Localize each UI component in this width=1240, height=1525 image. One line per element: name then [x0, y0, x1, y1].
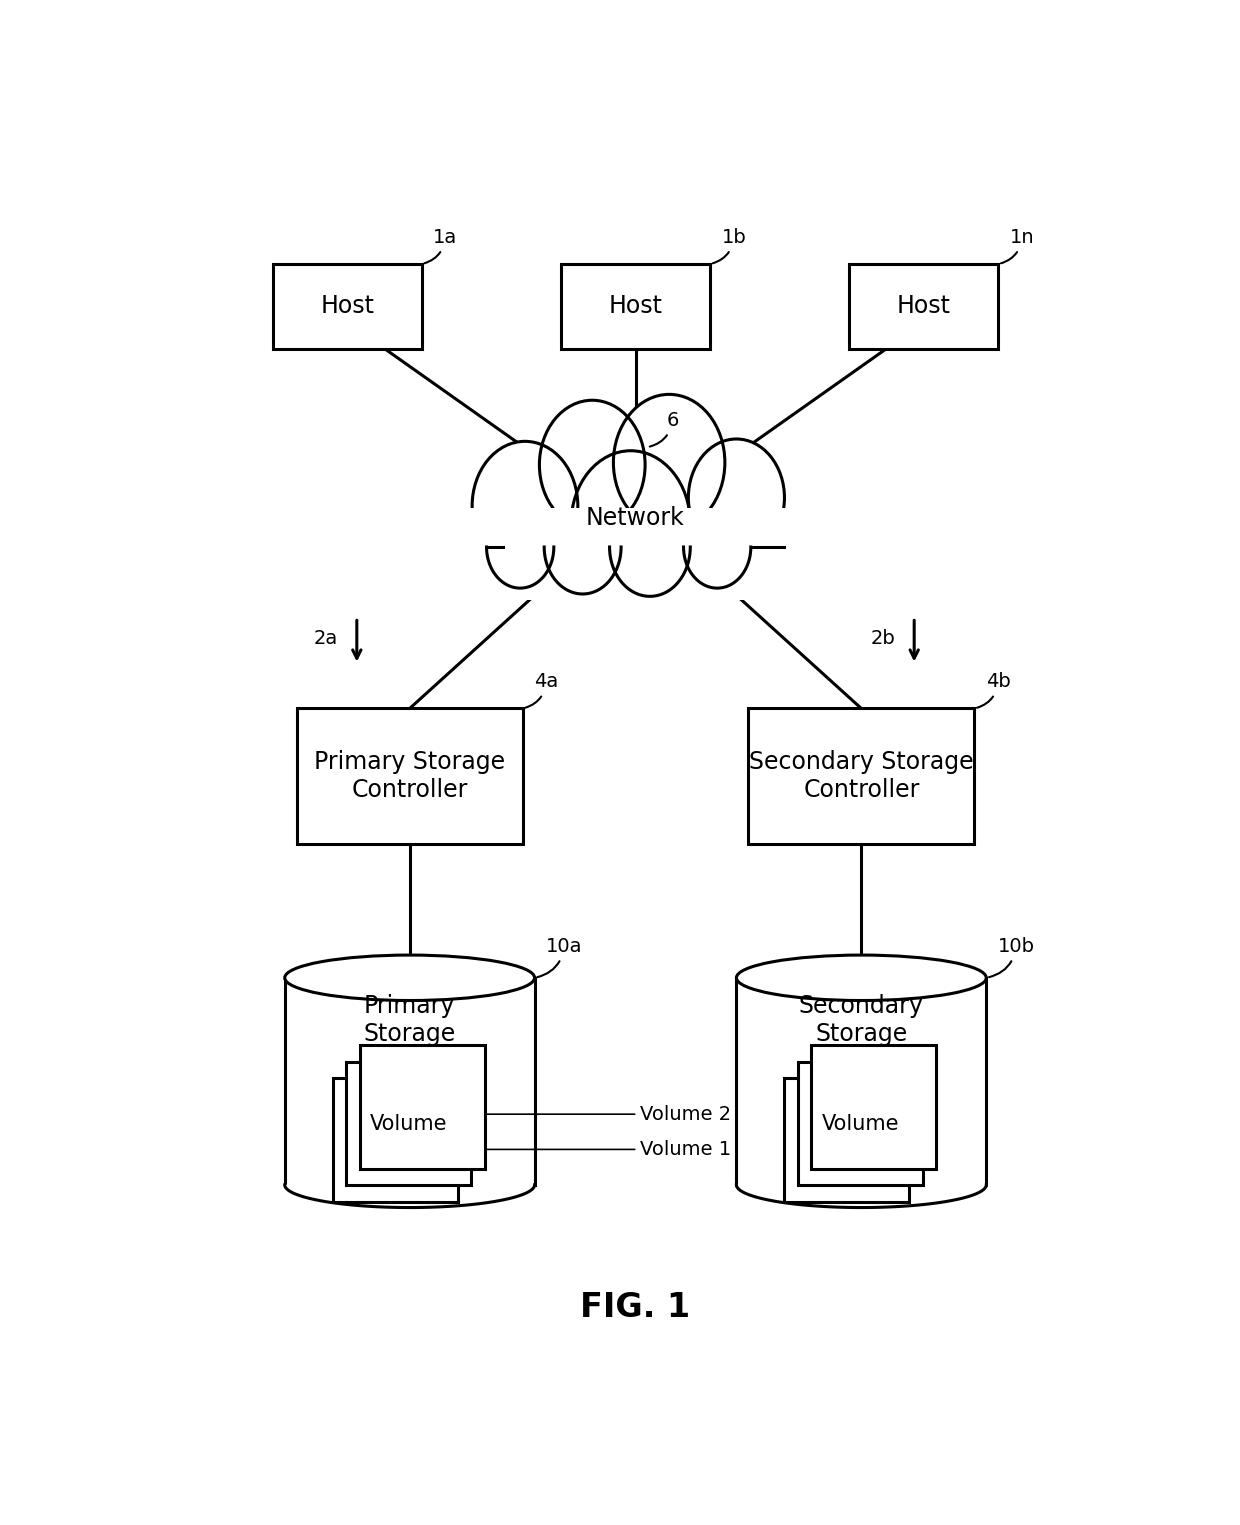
Text: Volume: Volume — [370, 1113, 448, 1133]
Text: Primary Storage
Controller: Primary Storage Controller — [314, 750, 505, 802]
Polygon shape — [285, 978, 534, 1185]
Text: FIG. 1: FIG. 1 — [580, 1292, 691, 1324]
Text: Secondary Storage
Controller: Secondary Storage Controller — [749, 750, 973, 802]
Text: Secondary
Storage: Secondary Storage — [799, 994, 924, 1046]
FancyBboxPatch shape — [360, 1046, 485, 1168]
Text: 1n: 1n — [1001, 227, 1034, 264]
Text: 1b: 1b — [713, 227, 746, 264]
FancyBboxPatch shape — [332, 1078, 458, 1202]
Circle shape — [688, 439, 785, 557]
Circle shape — [614, 395, 725, 531]
FancyBboxPatch shape — [797, 1061, 923, 1185]
FancyBboxPatch shape — [296, 709, 522, 843]
FancyBboxPatch shape — [458, 508, 813, 599]
Circle shape — [539, 400, 645, 529]
Ellipse shape — [285, 955, 534, 1000]
Text: 1a: 1a — [424, 227, 458, 264]
FancyBboxPatch shape — [785, 1078, 909, 1202]
FancyBboxPatch shape — [749, 709, 975, 843]
Text: Volume 1: Volume 1 — [487, 1139, 732, 1159]
Text: 2b: 2b — [870, 630, 895, 648]
Text: 10a: 10a — [537, 936, 583, 978]
FancyBboxPatch shape — [849, 264, 998, 349]
Text: Host: Host — [609, 294, 662, 319]
Text: Host: Host — [320, 294, 374, 319]
Text: 4a: 4a — [526, 673, 558, 708]
Text: 4b: 4b — [977, 673, 1011, 708]
Text: Volume: Volume — [822, 1113, 899, 1133]
FancyBboxPatch shape — [560, 264, 711, 349]
Circle shape — [472, 441, 578, 570]
Text: 10b: 10b — [990, 936, 1035, 978]
Text: Volume 2: Volume 2 — [487, 1104, 732, 1124]
Text: 6: 6 — [650, 412, 678, 447]
Text: Primary
Storage: Primary Storage — [363, 994, 456, 1046]
Text: Network: Network — [587, 506, 684, 529]
FancyBboxPatch shape — [346, 1061, 471, 1185]
FancyBboxPatch shape — [273, 264, 422, 349]
Ellipse shape — [737, 955, 986, 1000]
Text: 2a: 2a — [314, 630, 337, 648]
Polygon shape — [737, 978, 986, 1185]
FancyBboxPatch shape — [811, 1046, 936, 1168]
Circle shape — [572, 451, 691, 596]
Text: Host: Host — [897, 294, 951, 319]
